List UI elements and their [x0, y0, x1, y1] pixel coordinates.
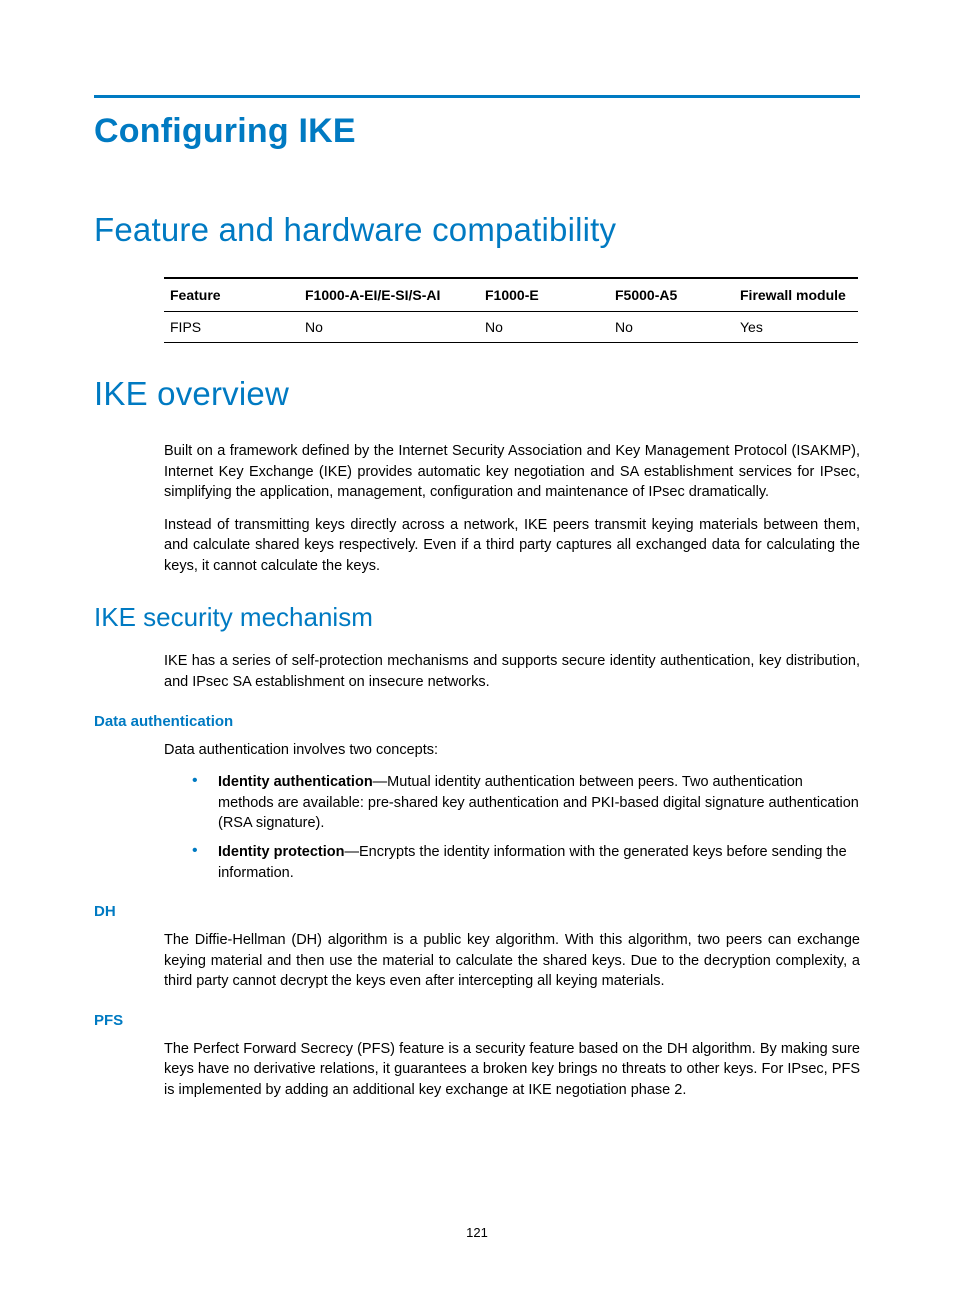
security-mech-intro: IKE has a series of self-protection mech…: [164, 651, 860, 692]
heading-ike-overview: IKE overview: [94, 375, 860, 413]
page-title: Configuring IKE: [94, 112, 860, 151]
heading-feature-compat: Feature and hardware compatibility: [94, 211, 860, 249]
body-paragraph: Built on a framework defined by the Inte…: [164, 441, 860, 503]
table-header-cell: F5000-A5: [609, 278, 734, 312]
table-header-cell: Firewall module: [734, 278, 858, 312]
pfs-body: The Perfect Forward Secrecy (PFS) featur…: [164, 1039, 860, 1101]
table-row: FIPS No No No Yes: [164, 312, 858, 343]
table-cell: No: [299, 312, 479, 343]
overview-body: Built on a framework defined by the Inte…: [164, 441, 860, 576]
list-item: Identity protection—Encrypts the identit…: [192, 842, 860, 883]
table-cell: Yes: [734, 312, 858, 343]
list-item-term: Identity authentication: [218, 774, 373, 790]
table-cell: FIPS: [164, 312, 299, 343]
table-header-cell: F1000-A-EI/E-SI/S-AI: [299, 278, 479, 312]
data-auth-list: Identity authentication—Mutual identity …: [164, 772, 860, 883]
heading-pfs: PFS: [94, 1012, 860, 1029]
document-page: Configuring IKE Feature and hardware com…: [0, 0, 954, 1296]
table-cell: No: [609, 312, 734, 343]
table-cell: No: [479, 312, 609, 343]
list-item: Identity authentication—Mutual identity …: [192, 772, 860, 834]
table-header-row: Feature F1000-A-EI/E-SI/S-AI F1000-E F50…: [164, 278, 858, 312]
heading-data-auth: Data authentication: [94, 713, 860, 730]
heading-dh: DH: [94, 903, 860, 920]
compat-table: Feature F1000-A-EI/E-SI/S-AI F1000-E F50…: [164, 277, 858, 343]
dh-body: The Diffie-Hellman (DH) algorithm is a p…: [164, 930, 860, 992]
data-auth-body: Data authentication involves two concept…: [164, 740, 860, 883]
heading-security-mechanism: IKE security mechanism: [94, 602, 860, 633]
table-header-cell: F1000-E: [479, 278, 609, 312]
body-paragraph: The Diffie-Hellman (DH) algorithm is a p…: [164, 930, 860, 992]
body-paragraph: The Perfect Forward Secrecy (PFS) featur…: [164, 1039, 860, 1101]
page-number: 121: [0, 1225, 954, 1240]
table-header-cell: Feature: [164, 278, 299, 312]
body-paragraph: IKE has a series of self-protection mech…: [164, 651, 860, 692]
list-item-term: Identity protection: [218, 844, 344, 860]
body-paragraph: Instead of transmitting keys directly ac…: [164, 515, 860, 577]
title-rule: [94, 95, 860, 98]
body-paragraph: Data authentication involves two concept…: [164, 740, 860, 761]
